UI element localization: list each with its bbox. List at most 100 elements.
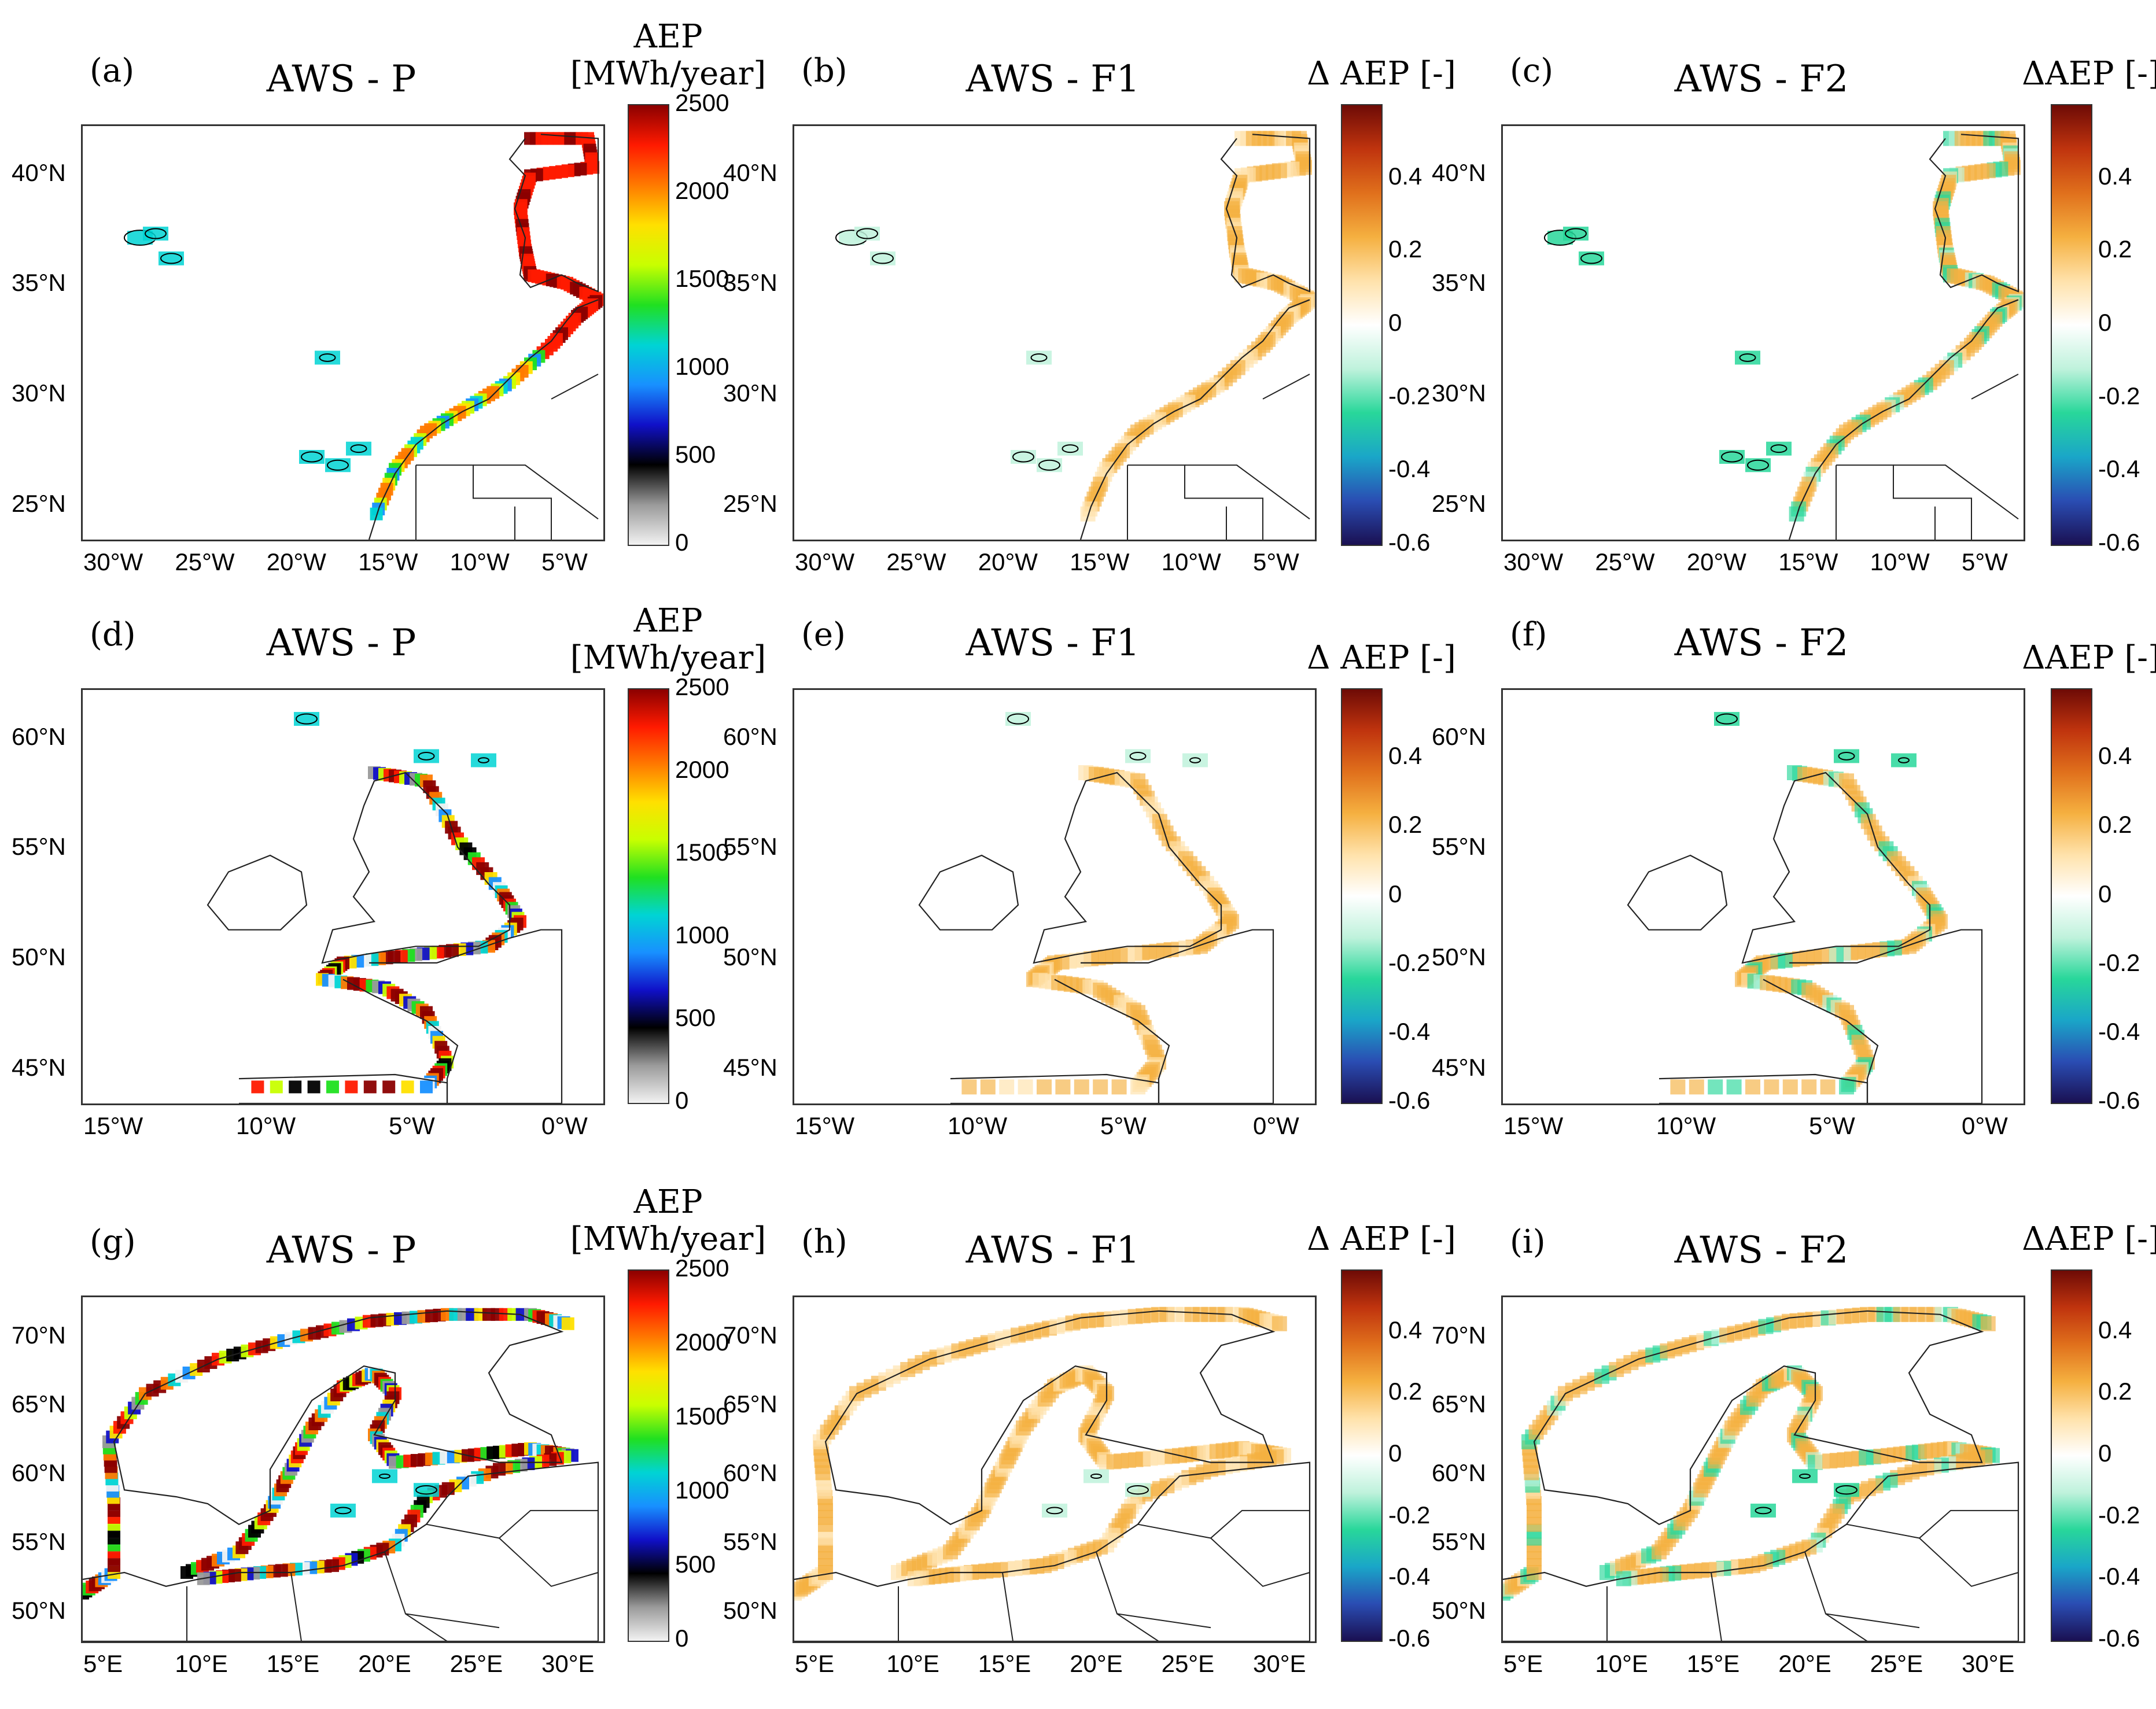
x-tick-label: 20°W (1686, 548, 1746, 575)
aep-cell (1272, 1316, 1287, 1331)
island-cell (1042, 1503, 1067, 1518)
map-canvas (83, 1308, 599, 1641)
aep-cell (980, 1079, 996, 1095)
x-tick-label: 25°E (449, 1650, 503, 1677)
coastline (794, 1461, 1311, 1641)
island-cell (414, 749, 439, 763)
x-tick-label: 10°E (1595, 1650, 1648, 1677)
x-tick-label: 30°W (795, 548, 855, 575)
colorbar-tick-label: -0.6 (2098, 1625, 2140, 1652)
x-tick-label: 10°W (236, 1112, 296, 1139)
panel-title: AWS - F1 (965, 58, 1140, 101)
island-outline (1189, 757, 1201, 763)
panel-label: (f) (1510, 616, 1547, 654)
colorbar-tick-label: 2500 (675, 673, 729, 700)
aep-cell (1670, 1079, 1686, 1095)
colorbar-tick-label: 0 (2098, 880, 2112, 907)
x-tick-label: 10°W (1656, 1112, 1716, 1139)
y-tick-label: 70°N (12, 1322, 66, 1349)
coastline (508, 134, 599, 293)
country-border (384, 1551, 500, 1629)
aep-cell (1093, 1079, 1108, 1095)
coastline (1033, 772, 1222, 964)
map-canvas (124, 132, 603, 540)
coastline (368, 299, 599, 540)
colorbar (628, 688, 669, 1104)
panel-title: AWS - F2 (1674, 58, 1849, 101)
map-frame (793, 124, 1317, 541)
x-tick-label: 15°W (1778, 548, 1838, 575)
colorbar-tick-label: -0.4 (2098, 1563, 2140, 1590)
colorbar-tick-label: 0 (675, 529, 689, 556)
y-tick-label: 55°N (12, 1528, 66, 1556)
aep-cell (420, 1080, 433, 1094)
y-tick-label: 55°N (723, 833, 777, 861)
coastline (1763, 929, 1983, 1103)
island-outline (1747, 459, 1769, 471)
y-tick-label: 45°N (1432, 1053, 1486, 1081)
aep-cell (270, 1080, 283, 1094)
country-border (426, 1509, 598, 1539)
x-tick-label: 0°W (1962, 1112, 2008, 1139)
y-tick-label: 60°N (1432, 722, 1486, 750)
y-tick-label: 40°N (12, 158, 66, 186)
country-border (1137, 1509, 1310, 1539)
country-border (405, 1613, 448, 1641)
colorbar-tick-label: 500 (675, 441, 716, 468)
island-outline (1062, 444, 1079, 453)
aep-cell (1111, 1079, 1127, 1095)
colorbar (2051, 1269, 2092, 1642)
island-outline (1127, 1485, 1149, 1495)
y-tick-label: 60°N (12, 1459, 66, 1487)
coastline (1054, 929, 1274, 1103)
map-frame (793, 1295, 1317, 1643)
colorbar-tick-label: -0.6 (1388, 1625, 1431, 1652)
island-outline (327, 459, 349, 471)
x-tick-label: 15°W (795, 1112, 855, 1139)
map-frame (81, 1295, 605, 1643)
aep-cell (345, 1080, 358, 1094)
map-canvas (794, 1306, 1311, 1641)
x-tick-label: 10°W (1870, 548, 1930, 575)
coastline (1929, 134, 2019, 293)
colorbar-tick-label: -0.2 (2098, 1501, 2140, 1529)
y-tick-label: 45°N (723, 1053, 777, 1081)
island-outline (1770, 444, 1788, 453)
country-border (1185, 464, 1310, 520)
y-tick-label: 60°N (1432, 1459, 1486, 1487)
x-tick-label: 5°W (541, 548, 588, 575)
aep-cell (1689, 1079, 1704, 1095)
x-tick-label: 5°E (83, 1650, 123, 1677)
map-frame (793, 688, 1317, 1105)
island-outline (145, 228, 167, 239)
x-tick-label: 10°E (175, 1650, 228, 1677)
aep-cell (999, 1079, 1015, 1095)
island-outline (1038, 459, 1060, 471)
island-outline (1030, 353, 1048, 362)
panel-label: (a) (90, 52, 135, 90)
country-border (499, 1537, 599, 1587)
country-border (1096, 1551, 1211, 1629)
coastline (1533, 1310, 1984, 1525)
coastline (1741, 772, 1931, 964)
country-border (551, 374, 599, 400)
aep-cell (1764, 1079, 1779, 1095)
map-canvas (918, 712, 1274, 1103)
colorbar-tick-label: 0.4 (2098, 162, 2132, 190)
island-outline (379, 1473, 390, 1479)
island-outline (319, 353, 336, 362)
island-outline (1565, 228, 1587, 239)
x-tick-label: 25°W (1595, 548, 1655, 575)
y-tick-label: 55°N (1432, 833, 1486, 861)
colorbar-tick-label: 1000 (675, 353, 729, 380)
country-border (1893, 464, 2019, 520)
colorbar-tick-label: -0.6 (2098, 529, 2140, 556)
country-border (1846, 1509, 2018, 1539)
island-outline (1090, 1473, 1102, 1479)
coastline (1503, 1461, 2019, 1641)
y-tick-label: 55°N (723, 1528, 777, 1556)
aep-cell (251, 1080, 264, 1094)
coastline (1627, 854, 1728, 931)
aep-cell (382, 1080, 396, 1094)
island-cell (1834, 1483, 1859, 1497)
